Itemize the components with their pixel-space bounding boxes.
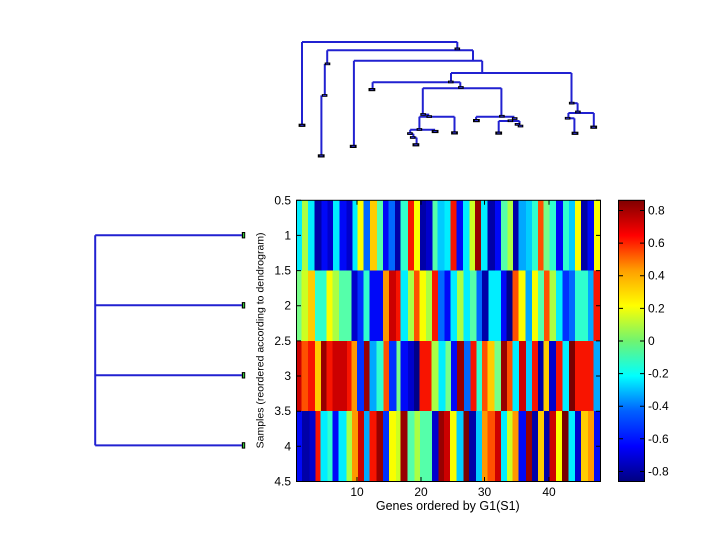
svg-text:4.5: 4.5 [274,475,291,489]
svg-text:0.2: 0.2 [648,301,665,315]
svg-text:0.8: 0.8 [648,204,665,218]
svg-text:20: 20 [414,485,428,499]
svg-text:Samples (reordered according t: Samples (reordered according to dendrogr… [255,232,267,448]
svg-text:2: 2 [284,299,291,313]
svg-text:-0.2: -0.2 [648,367,669,381]
svg-text:0.5: 0.5 [274,193,291,207]
svg-text:3.5: 3.5 [274,404,291,418]
svg-text:1.5: 1.5 [274,264,291,278]
svg-text:1: 1 [284,228,291,242]
svg-text:0: 0 [648,334,655,348]
svg-text:0.4: 0.4 [648,269,665,283]
svg-text:0.6: 0.6 [648,236,665,250]
svg-text:30: 30 [478,485,492,499]
svg-text:-0.4: -0.4 [648,399,669,413]
svg-text:-0.6: -0.6 [648,432,669,446]
svg-text:2.5: 2.5 [274,334,291,348]
svg-text:10: 10 [350,485,364,499]
svg-text:40: 40 [542,485,556,499]
svg-text:-0.8: -0.8 [648,465,669,479]
svg-text:Genes ordered by G1(S1): Genes ordered by G1(S1) [376,499,520,513]
svg-text:4: 4 [284,439,291,453]
svg-text:3: 3 [284,369,291,383]
